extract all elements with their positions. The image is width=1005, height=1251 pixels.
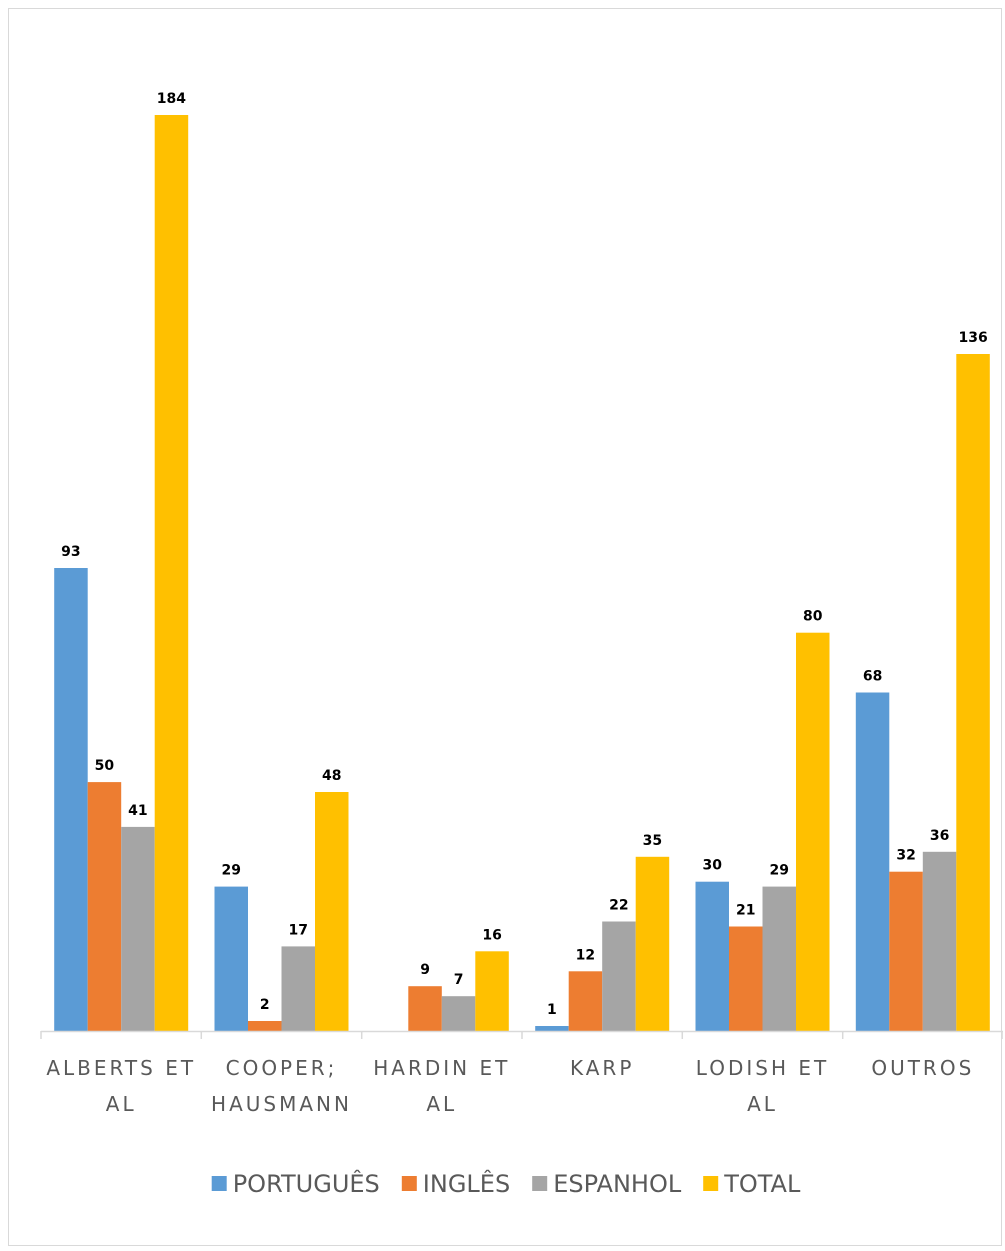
bar-espanhol-2 [441, 996, 476, 1031]
data-label: 50 [95, 758, 115, 774]
x-axis-ticks [40, 1031, 1003, 1039]
bar-total-2 [475, 951, 509, 1031]
legend-label: TOTAL [723, 1170, 801, 1198]
category-label: AL [426, 1092, 457, 1116]
legend-item-inglês: INGLÊS [401, 1169, 510, 1198]
category-labels: ALBERTS ET AL COOPER; HAUSMANN HARDIN ET AL KA… [46, 1056, 974, 1116]
legend-item-total: TOTAL [703, 1170, 801, 1198]
category-label: OUTROS [871, 1056, 974, 1080]
bar-espanhol-3 [602, 921, 636, 1031]
category-label: HARDIN ET [373, 1056, 510, 1080]
data-label: 35 [643, 833, 662, 849]
category-label: HAUSMANN [211, 1092, 352, 1116]
bar-total-4 [796, 632, 830, 1031]
bar-total-1 [315, 792, 349, 1031]
bar-português-5 [855, 692, 890, 1031]
data-label: 32 [896, 848, 915, 864]
data-label: 2 [260, 997, 270, 1013]
category-label: COOPER; [226, 1056, 338, 1080]
data-label: 41 [128, 803, 147, 819]
category-label: LODISH ET [696, 1056, 829, 1080]
bar-chart: 9329130685029122132411772229361844816358… [40, 91, 1003, 1198]
legend-item-português: PORTUGUÊS [211, 1169, 380, 1198]
bar-espanhol-5 [922, 851, 957, 1031]
bar-português-3 [535, 1026, 569, 1031]
bar-espanhol-1 [281, 946, 315, 1031]
data-label: 93 [61, 544, 80, 560]
bar-inglês-0 [87, 782, 122, 1031]
bar-inglês-2 [408, 986, 442, 1031]
legend-swatch [703, 1176, 719, 1191]
category-label: KARP [570, 1056, 634, 1080]
legend-swatch [211, 1176, 227, 1191]
data-label: 29 [770, 863, 789, 879]
category-label: ALBERTS ET [46, 1056, 196, 1080]
legend: PORTUGUÊS INGLÊS ESPANHOL TOTAL [211, 1169, 801, 1198]
bar-espanhol-4 [762, 886, 796, 1031]
bar-inglês-5 [889, 871, 923, 1031]
legend-swatch [532, 1176, 548, 1191]
category-label: AL [106, 1092, 137, 1116]
bar-inglês-1 [248, 1021, 282, 1031]
bar-total-3 [635, 856, 670, 1031]
data-label: 30 [703, 858, 723, 874]
legend-item-espanhol: ESPANHOL [532, 1170, 682, 1198]
bar-total-5 [956, 354, 990, 1031]
bar-inglês-3 [568, 971, 603, 1031]
legend-label: INGLÊS [423, 1169, 510, 1198]
data-label: 80 [803, 609, 823, 625]
data-label: 9 [420, 962, 430, 978]
data-label: 12 [576, 947, 595, 963]
bar-total-0 [154, 115, 189, 1031]
bar-português-4 [695, 881, 729, 1031]
legend-swatch [401, 1176, 417, 1191]
data-label: 1 [547, 1002, 557, 1018]
bar-inglês-4 [729, 926, 763, 1031]
category-label: AL [747, 1092, 778, 1116]
data-label: 48 [322, 768, 341, 784]
data-label: 16 [482, 927, 501, 943]
data-labels-layer: 9329130685029122132411772229361844816358… [61, 91, 988, 1018]
legend-label: ESPANHOL [553, 1170, 682, 1198]
data-label: 22 [609, 898, 628, 914]
bars-layer [54, 115, 990, 1031]
data-label: 29 [222, 863, 241, 879]
data-label: 184 [157, 91, 186, 107]
data-label: 136 [958, 330, 987, 346]
bar-espanhol-0 [121, 826, 155, 1031]
data-label: 68 [863, 669, 882, 685]
bar-português-0 [54, 568, 88, 1031]
data-label: 7 [454, 972, 464, 988]
chart-area: 93 29 1 30 68 50 2 9 12 21 32 41 17 7 22 29 36 184 48 16 35 8… [8, 8, 1003, 1246]
data-label: 17 [289, 922, 308, 938]
bar-português-1 [214, 886, 248, 1031]
data-label: 36 [930, 828, 949, 844]
data-label: 21 [736, 903, 755, 919]
legend-label: PORTUGUÊS [233, 1169, 380, 1198]
